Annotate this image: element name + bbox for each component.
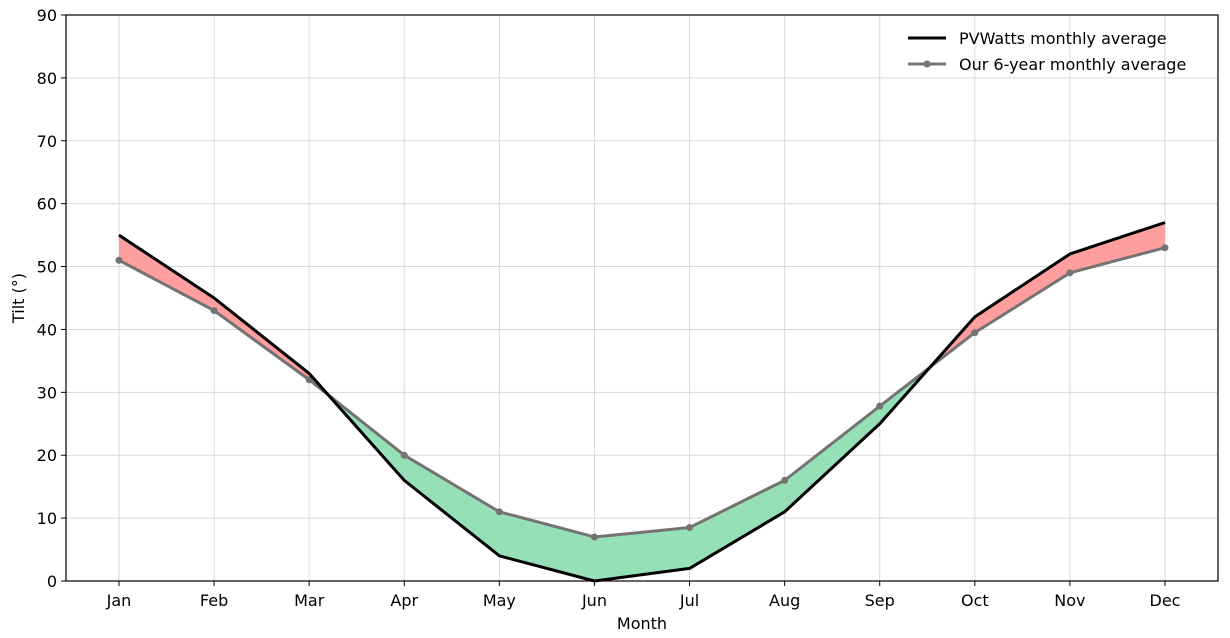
data-point-ours — [686, 524, 694, 532]
fill-pvwatts-higher — [974, 253, 1070, 333]
y-tick-label: 20 — [37, 446, 57, 465]
y-tick-label: 30 — [37, 383, 57, 402]
legend-entry: Our 6-year monthly average — [959, 55, 1186, 74]
data-point-ours — [590, 533, 598, 541]
y-axis-label: Tilt (°) — [9, 273, 28, 324]
x-tick-label: Aug — [769, 591, 800, 610]
legend-entry: PVWatts monthly average — [959, 29, 1167, 48]
x-tick-label: Feb — [200, 591, 228, 610]
y-tick-label: 60 — [37, 195, 57, 214]
fill-ours-higher — [689, 480, 785, 569]
y-tick-label: 70 — [37, 132, 57, 151]
legend: PVWatts monthly average Our 6-year monthl… — [908, 29, 1186, 74]
x-tick-label: Jul — [679, 591, 699, 610]
data-point-ours — [876, 402, 884, 410]
series-lines — [115, 221, 1169, 583]
x-tick-label: May — [483, 591, 516, 610]
plot-frame — [65, 14, 1219, 582]
y-tick-label: 40 — [37, 320, 57, 339]
fill-ours-higher — [594, 527, 690, 581]
x-tick-label: Oct — [961, 591, 989, 610]
x-tick-label: Nov — [1054, 591, 1085, 610]
series-line-pvwatts — [118, 221, 1166, 583]
data-point-ours — [781, 476, 789, 484]
data-point-ours — [1161, 244, 1169, 252]
x-tick-label: Mar — [294, 591, 325, 610]
grid — [66, 14, 1218, 582]
data-point-ours — [971, 329, 979, 337]
data-point-ours — [400, 451, 408, 459]
data-point-ours — [210, 307, 218, 315]
y-tick-label: 10 — [37, 509, 57, 528]
data-point-ours — [1066, 269, 1074, 277]
data-point-ours — [495, 508, 503, 516]
x-tick-label: Jun — [581, 591, 607, 610]
y-tick-label: 50 — [37, 258, 57, 277]
y-tick-label: 0 — [47, 572, 57, 591]
fill-pvwatts-higher — [1069, 222, 1165, 273]
x-tick-label: Dec — [1150, 591, 1181, 610]
x-tick-label: Apr — [390, 591, 418, 610]
data-point-ours — [305, 376, 313, 384]
x-axis-label: Month — [617, 614, 667, 633]
y-tick-label: 90 — [37, 6, 57, 25]
difference-fills — [119, 222, 1165, 581]
fill-ours-higher — [784, 406, 880, 512]
fill-ours-higher — [404, 455, 500, 556]
fill-pvwatts-higher — [119, 235, 215, 311]
data-point-ours — [115, 256, 123, 264]
x-tick-label: Jan — [106, 591, 132, 610]
legend-marker — [923, 60, 931, 68]
y-tick-label: 80 — [37, 69, 57, 88]
fill-ours-higher — [499, 511, 595, 581]
x-tick-label: Sep — [865, 591, 895, 610]
x-axis: Jan Feb Mar Apr May Jun Jul Aug Sep Oct Nov Dec — [106, 581, 1181, 610]
series-line-ours — [118, 246, 1166, 539]
y-axis: 0 10 20 30 40 50 60 70 80 90 — [37, 6, 66, 591]
